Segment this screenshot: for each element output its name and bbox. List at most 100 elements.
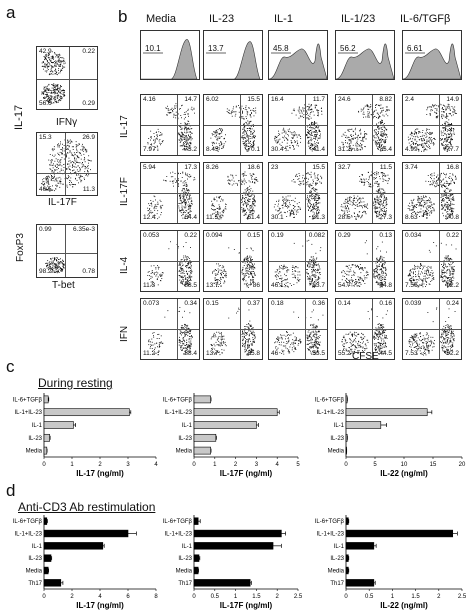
event-dot bbox=[362, 138, 364, 140]
event-dot bbox=[220, 218, 222, 220]
event-dot bbox=[52, 92, 54, 94]
event-dot bbox=[277, 141, 279, 143]
event-dot bbox=[314, 285, 316, 287]
event-dot bbox=[160, 201, 162, 202]
event-dot bbox=[179, 199, 181, 201]
event-dot bbox=[79, 178, 81, 180]
event-dot bbox=[453, 108, 455, 110]
event-dot bbox=[376, 198, 378, 200]
event-dot bbox=[247, 128, 249, 129]
event-dot bbox=[55, 56, 57, 58]
event-dot bbox=[225, 141, 227, 143]
event-dot bbox=[218, 147, 220, 148]
event-dot bbox=[287, 205, 289, 207]
event-dot bbox=[41, 183, 43, 184]
event-dot bbox=[182, 133, 184, 135]
event-dot bbox=[310, 137, 312, 139]
event-dot bbox=[222, 214, 223, 216]
event-dot bbox=[312, 182, 314, 184]
event-dot bbox=[420, 211, 422, 213]
event-dot bbox=[178, 132, 180, 134]
event-dot bbox=[452, 173, 454, 175]
event-dot bbox=[421, 150, 422, 152]
event-dot bbox=[188, 121, 190, 122]
event-dot bbox=[449, 204, 451, 206]
event-dot bbox=[312, 216, 313, 218]
event-dot bbox=[290, 214, 292, 216]
event-dot bbox=[179, 276, 181, 278]
event-dot bbox=[70, 172, 71, 174]
event-dot bbox=[246, 205, 247, 207]
event-dot bbox=[358, 216, 359, 218]
event-dot bbox=[379, 176, 380, 177]
event-dot bbox=[376, 182, 378, 184]
event-dot bbox=[189, 260, 191, 261]
event-dot bbox=[445, 207, 447, 209]
flow-plot: 24.6 8.82 31.2 35.4 bbox=[335, 94, 395, 156]
event-dot bbox=[285, 150, 287, 152]
event-dot bbox=[174, 105, 176, 107]
event-dot bbox=[299, 184, 301, 186]
event-dot bbox=[241, 197, 243, 199]
event-dot bbox=[248, 193, 250, 195]
event-dot bbox=[252, 141, 254, 143]
event-dot bbox=[437, 179, 439, 181]
event-dot bbox=[247, 258, 249, 259]
event-dot bbox=[382, 133, 384, 134]
event-dot bbox=[312, 188, 313, 189]
event-dot bbox=[425, 195, 426, 197]
event-dot bbox=[289, 145, 291, 146]
event-dot bbox=[368, 117, 370, 118]
event-dot bbox=[218, 214, 220, 216]
event-dot bbox=[315, 182, 317, 184]
event-dot bbox=[55, 101, 56, 103]
event-dot bbox=[85, 167, 87, 169]
event-dot bbox=[356, 147, 358, 149]
event-dot bbox=[211, 205, 213, 207]
event-dot bbox=[175, 117, 177, 119]
event-dot bbox=[183, 118, 185, 120]
event-dot bbox=[430, 143, 432, 144]
event-dot bbox=[353, 200, 355, 202]
event-dot bbox=[59, 53, 60, 55]
event-dot bbox=[425, 133, 427, 135]
event-dot bbox=[450, 128, 452, 130]
event-dot bbox=[152, 211, 154, 213]
event-dot bbox=[247, 263, 249, 265]
event-dot bbox=[314, 205, 316, 207]
event-dot bbox=[51, 159, 53, 161]
event-dot bbox=[211, 208, 212, 210]
event-dot bbox=[307, 278, 309, 280]
event-dot bbox=[44, 66, 46, 68]
event-dot bbox=[187, 215, 189, 217]
event-dot bbox=[252, 279, 254, 281]
event-dot bbox=[417, 136, 419, 138]
event-dot bbox=[174, 114, 176, 116]
event-dot bbox=[449, 108, 451, 110]
event-dot bbox=[185, 182, 187, 184]
event-dot bbox=[447, 211, 449, 212]
event-dot bbox=[188, 135, 189, 137]
event-dot bbox=[53, 267, 55, 269]
event-dot bbox=[248, 274, 250, 275]
event-dot bbox=[248, 192, 250, 194]
event-dot bbox=[180, 200, 182, 202]
event-dot bbox=[317, 270, 319, 271]
event-dot bbox=[451, 128, 452, 130]
event-dot bbox=[380, 112, 381, 114]
event-dot bbox=[423, 195, 424, 197]
event-dot bbox=[450, 194, 452, 195]
event-dot bbox=[227, 112, 229, 113]
event-dot bbox=[56, 164, 58, 166]
event-dot bbox=[316, 133, 318, 135]
event-dot bbox=[309, 202, 311, 204]
event-dot bbox=[148, 213, 150, 214]
event-dot bbox=[47, 90, 49, 91]
event-dot bbox=[317, 200, 319, 201]
event-dot bbox=[79, 170, 81, 172]
event-dot bbox=[447, 188, 449, 190]
event-dot bbox=[450, 204, 452, 206]
event-dot bbox=[315, 189, 316, 190]
event-dot bbox=[179, 271, 181, 272]
event-dot bbox=[51, 87, 53, 89]
